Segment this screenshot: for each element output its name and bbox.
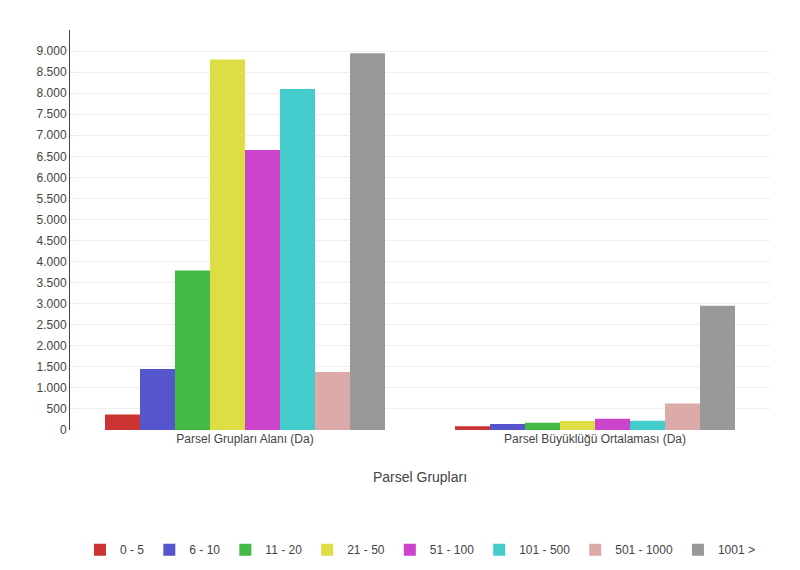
svg-text:0 - 5: 0 - 5: [120, 543, 144, 557]
svg-text:2.500: 2.500: [37, 318, 67, 332]
svg-text:0: 0: [60, 423, 67, 437]
svg-text:2.000: 2.000: [37, 339, 67, 353]
svg-text:Parsel Büyüklüğü Ortalaması (D: Parsel Büyüklüğü Ortalaması (Da): [504, 432, 686, 446]
svg-text:6.500: 6.500: [37, 150, 67, 164]
svg-text:5.500: 5.500: [37, 192, 67, 206]
svg-text:6.000: 6.000: [37, 171, 67, 185]
svg-text:501 - 1000: 501 - 1000: [615, 543, 673, 557]
svg-text:6 - 10: 6 - 10: [189, 543, 220, 557]
svg-text:7.500: 7.500: [37, 107, 67, 121]
svg-text:101 - 500: 101 - 500: [519, 543, 570, 557]
svg-text:1.000: 1.000: [37, 381, 67, 395]
svg-text:7.000: 7.000: [37, 128, 67, 142]
svg-text:5.000: 5.000: [37, 213, 67, 227]
svg-text:8.000: 8.000: [37, 86, 67, 100]
svg-text:500: 500: [47, 402, 67, 416]
svg-text:4.000: 4.000: [37, 255, 67, 269]
svg-text:9.000: 9.000: [37, 44, 67, 58]
svg-text:1001 >: 1001 >: [718, 543, 755, 557]
svg-text:8.500: 8.500: [37, 65, 67, 79]
svg-text:Parsel Grupları Alanı (Da): Parsel Grupları Alanı (Da): [176, 432, 313, 446]
svg-text:4.500: 4.500: [37, 234, 67, 248]
svg-text:3.500: 3.500: [37, 276, 67, 290]
svg-text:3.000: 3.000: [37, 297, 67, 311]
svg-text:1.500: 1.500: [37, 360, 67, 374]
svg-text:Parsel Grupları: Parsel Grupları: [373, 469, 467, 485]
svg-text:51 - 100: 51 - 100: [430, 543, 474, 557]
svg-text:21 - 50: 21 - 50: [347, 543, 385, 557]
svg-text:11 - 20: 11 - 20: [265, 543, 302, 557]
